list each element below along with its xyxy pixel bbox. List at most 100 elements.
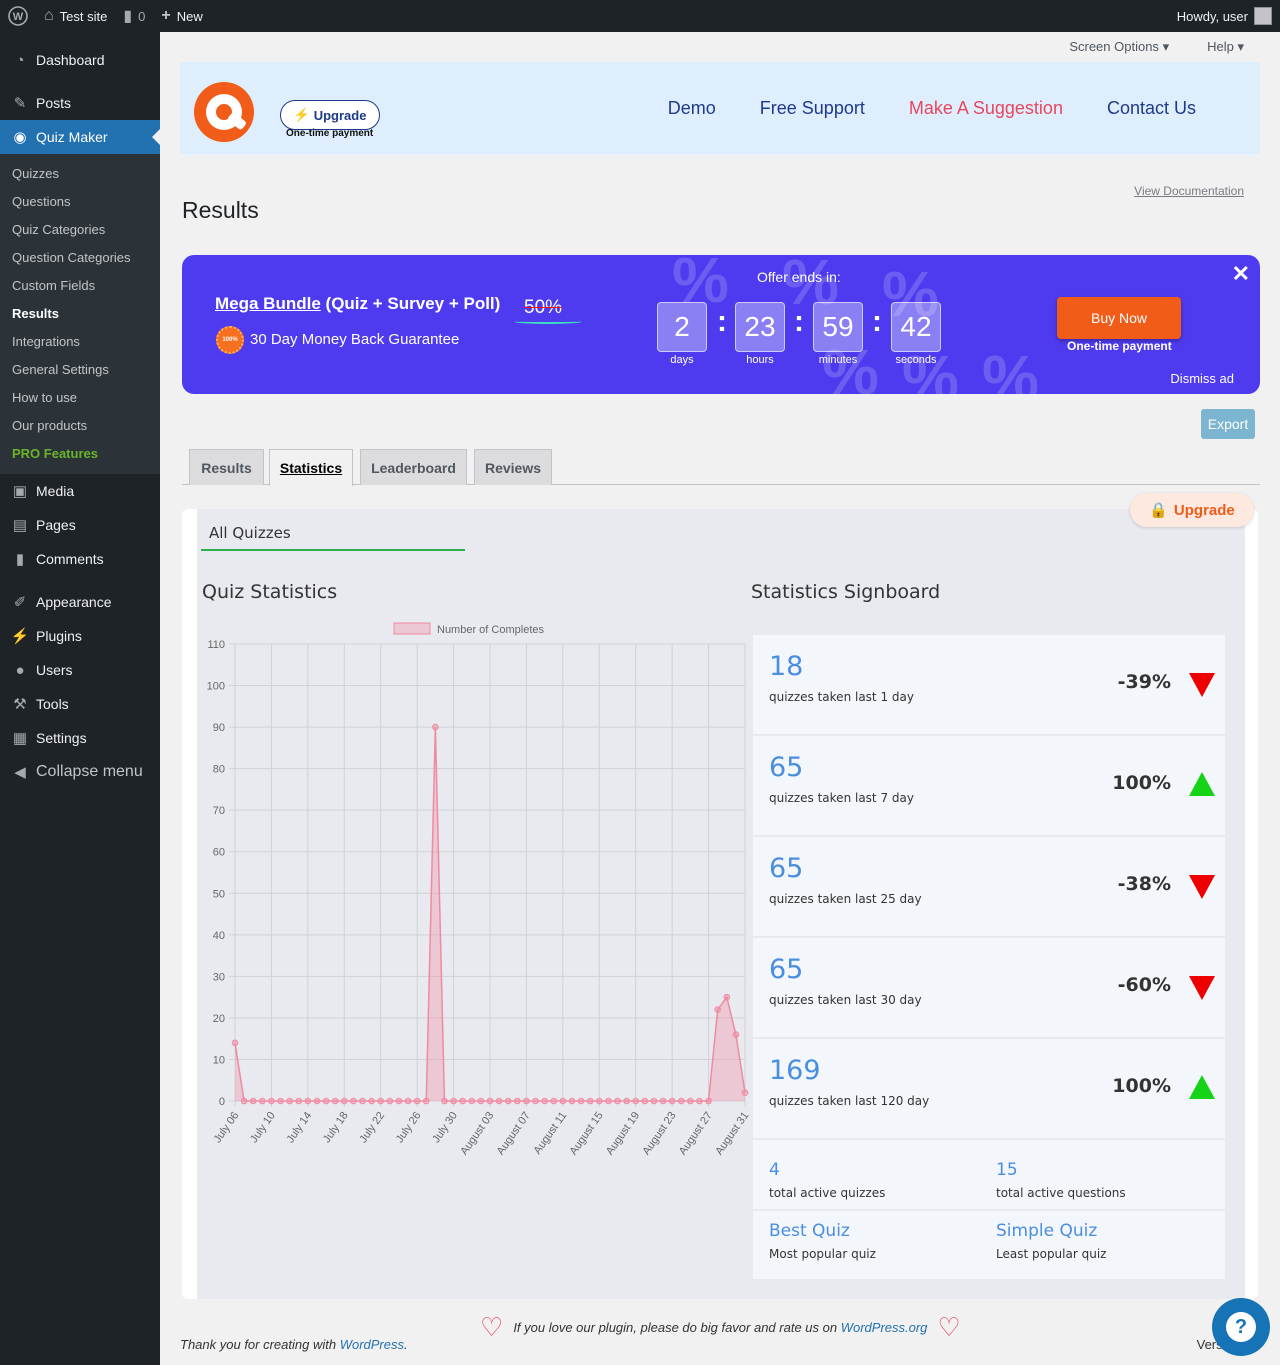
best-quiz-cell: Best Quiz Most popular quiz [769, 1221, 876, 1261]
simple-quiz-link[interactable]: Simple Quiz [996, 1221, 1098, 1241]
statistics-inner: All Quizzes Quiz Statistics Statistics S… [197, 509, 1245, 1299]
tab-results[interactable]: Results [189, 449, 264, 485]
chart-x-tick-label: August 19 [604, 1110, 642, 1157]
chart-data-point [614, 1097, 621, 1105]
help-button[interactable]: Help ▾ [1193, 32, 1260, 55]
chart-data-point [404, 1097, 412, 1105]
menu-tools[interactable]: ⚒ Tools [0, 687, 160, 721]
submenu-results[interactable]: Results [12, 306, 59, 321]
menu-comments[interactable]: ▮ Comments [0, 542, 160, 576]
submenu-pro-features[interactable]: PRO Features [12, 446, 98, 461]
submenu-integrations[interactable]: Integrations [12, 334, 80, 349]
submenu-quizzes[interactable]: Quizzes [12, 166, 59, 181]
heart-icon: ♡ [480, 1312, 504, 1342]
menu-label: Posts [36, 95, 72, 111]
chart-data-point [322, 1097, 330, 1105]
submenu-custom-fields[interactable]: Custom Fields [12, 278, 96, 293]
menu-label: Comments [36, 551, 104, 567]
signboard-row: 169 quizzes taken last 120 day 100% [753, 1039, 1225, 1139]
help-chat-button[interactable]: ? [1212, 1298, 1270, 1356]
close-banner-icon[interactable]: ✕ [1231, 261, 1250, 286]
menu-users[interactable]: ● Users [0, 653, 160, 687]
collapse-arrow-icon: ◀ [14, 764, 26, 781]
tab-reviews[interactable]: Reviews [474, 449, 552, 485]
header-upgrade-button[interactable]: ⚡ Upgrade [280, 100, 380, 130]
collapse-menu-button[interactable]: ◀ Collapse menu [0, 755, 160, 789]
lock-icon: 🔒 [1149, 502, 1168, 519]
new-content-link[interactable]: + New [153, 0, 210, 32]
chart-data-point [386, 1097, 394, 1105]
stats-upgrade-button[interactable]: 🔒 Upgrade [1130, 493, 1254, 527]
tab-statistics[interactable]: Statistics [269, 449, 353, 486]
mega-bundle-link[interactable]: Mega Bundle [215, 294, 321, 313]
menu-appearance[interactable]: ✐ Appearance [0, 585, 160, 619]
wordpress-logo-icon[interactable]: W [0, 0, 36, 32]
dismiss-ad-link[interactable]: Dismiss ad [1170, 371, 1234, 386]
media-icon: ▣ [12, 483, 28, 500]
screen-options-button[interactable]: Screen Options ▾ [1055, 32, 1185, 55]
submenu-our-products[interactable]: Our products [12, 418, 88, 433]
chart-data-point [595, 1097, 603, 1105]
chart-data-point [732, 1031, 740, 1038]
buy-now-button[interactable]: Buy Now [1057, 297, 1181, 339]
chart-data-point [514, 1097, 521, 1105]
new-label: New [176, 8, 203, 24]
quiz-maker-logo[interactable] [194, 82, 254, 142]
submenu-questions[interactable]: Questions [12, 194, 71, 209]
screen-options-label: Screen Options [1069, 39, 1159, 54]
submenu-how-to-use[interactable]: How to use [12, 390, 78, 405]
plugin-header: ⚡ Upgrade One-time payment Demo Free Supp… [180, 62, 1260, 156]
site-name-link[interactable]: ⌂ Test site [36, 0, 115, 32]
chart-x-tick-label: July 14 [284, 1110, 314, 1145]
one-time-payment-note: One-time payment [286, 128, 374, 139]
heart-icon: ♡ [937, 1312, 961, 1342]
menu-dashboard[interactable]: ◔ Dashboard [0, 43, 160, 77]
chart-x-tick-label: July 18 [321, 1110, 351, 1145]
header-nav: Demo Free Support Make A Suggestion Cont… [668, 98, 1196, 119]
site-name: Test site [59, 8, 108, 24]
caret-down-icon: ▾ [1162, 39, 1170, 54]
comments-link[interactable]: ▮ 0 [115, 0, 153, 32]
submenu-general-settings[interactable]: General Settings [12, 362, 109, 377]
arrow-up-icon [1189, 772, 1215, 796]
signboard-value: 169 [769, 1055, 821, 1086]
my-account[interactable]: Howdy, user [1177, 0, 1272, 32]
menu-plugins[interactable]: ⚡ Plugins [0, 619, 160, 653]
menu-media[interactable]: ▣ Media [0, 474, 160, 508]
nav-demo[interactable]: Demo [667, 98, 716, 118]
settings-sliders-icon: ▦ [12, 730, 28, 747]
chart-data-point [687, 1097, 694, 1105]
submenu-quiz-categories[interactable]: Quiz Categories [12, 222, 106, 237]
chart-data-point [268, 1097, 275, 1105]
menu-pages[interactable]: ▤ Pages [0, 508, 160, 542]
tab-leaderboard[interactable]: Leaderboard [360, 449, 467, 485]
wordpress-org-link[interactable]: WordPress.org [840, 1320, 928, 1335]
wordpress-link[interactable]: WordPress [339, 1337, 404, 1352]
menu-quiz-maker[interactable]: ◉ Quiz Maker [0, 120, 160, 154]
nav-contact-us[interactable]: Contact Us [1106, 98, 1196, 118]
nav-free-support[interactable]: Free Support [759, 98, 865, 118]
nav-make-suggestion[interactable]: Make A Suggestion [908, 98, 1063, 118]
discount-underline [514, 319, 582, 324]
menu-settings[interactable]: ▦ Settings [0, 721, 160, 755]
chart-data-point [395, 1097, 403, 1105]
submenu-question-categories[interactable]: Question Categories [12, 250, 131, 265]
upgrade-label: Upgrade [1173, 501, 1235, 519]
chart-data-point [422, 1097, 430, 1105]
quiz-select[interactable]: All Quizzes [201, 517, 465, 551]
menu-label: Appearance [36, 594, 112, 610]
best-quiz-link[interactable]: Best Quiz [769, 1221, 850, 1241]
menu-posts[interactable]: ✎ Posts [0, 86, 160, 120]
signboard-label: quizzes taken last 7 day [769, 791, 914, 805]
export-button[interactable]: Export [1201, 409, 1255, 439]
pushpin-icon: ✎ [13, 95, 27, 112]
signboard-label: quizzes taken last 30 day [769, 993, 922, 1007]
view-documentation-link[interactable]: View Documentation [1134, 184, 1244, 198]
countdown-days: 2 [657, 302, 707, 352]
chart-y-tick-label: 90 [213, 722, 225, 734]
rate-us-message: ♡ If you love our plugin, please do big … [480, 1312, 961, 1343]
simple-quiz-label: Least popular quiz [996, 1247, 1107, 1261]
signboard-row: 18 quizzes taken last 1 day -39% [753, 635, 1225, 735]
home-icon: ⌂ [44, 7, 54, 24]
chart-data-point [277, 1097, 284, 1105]
